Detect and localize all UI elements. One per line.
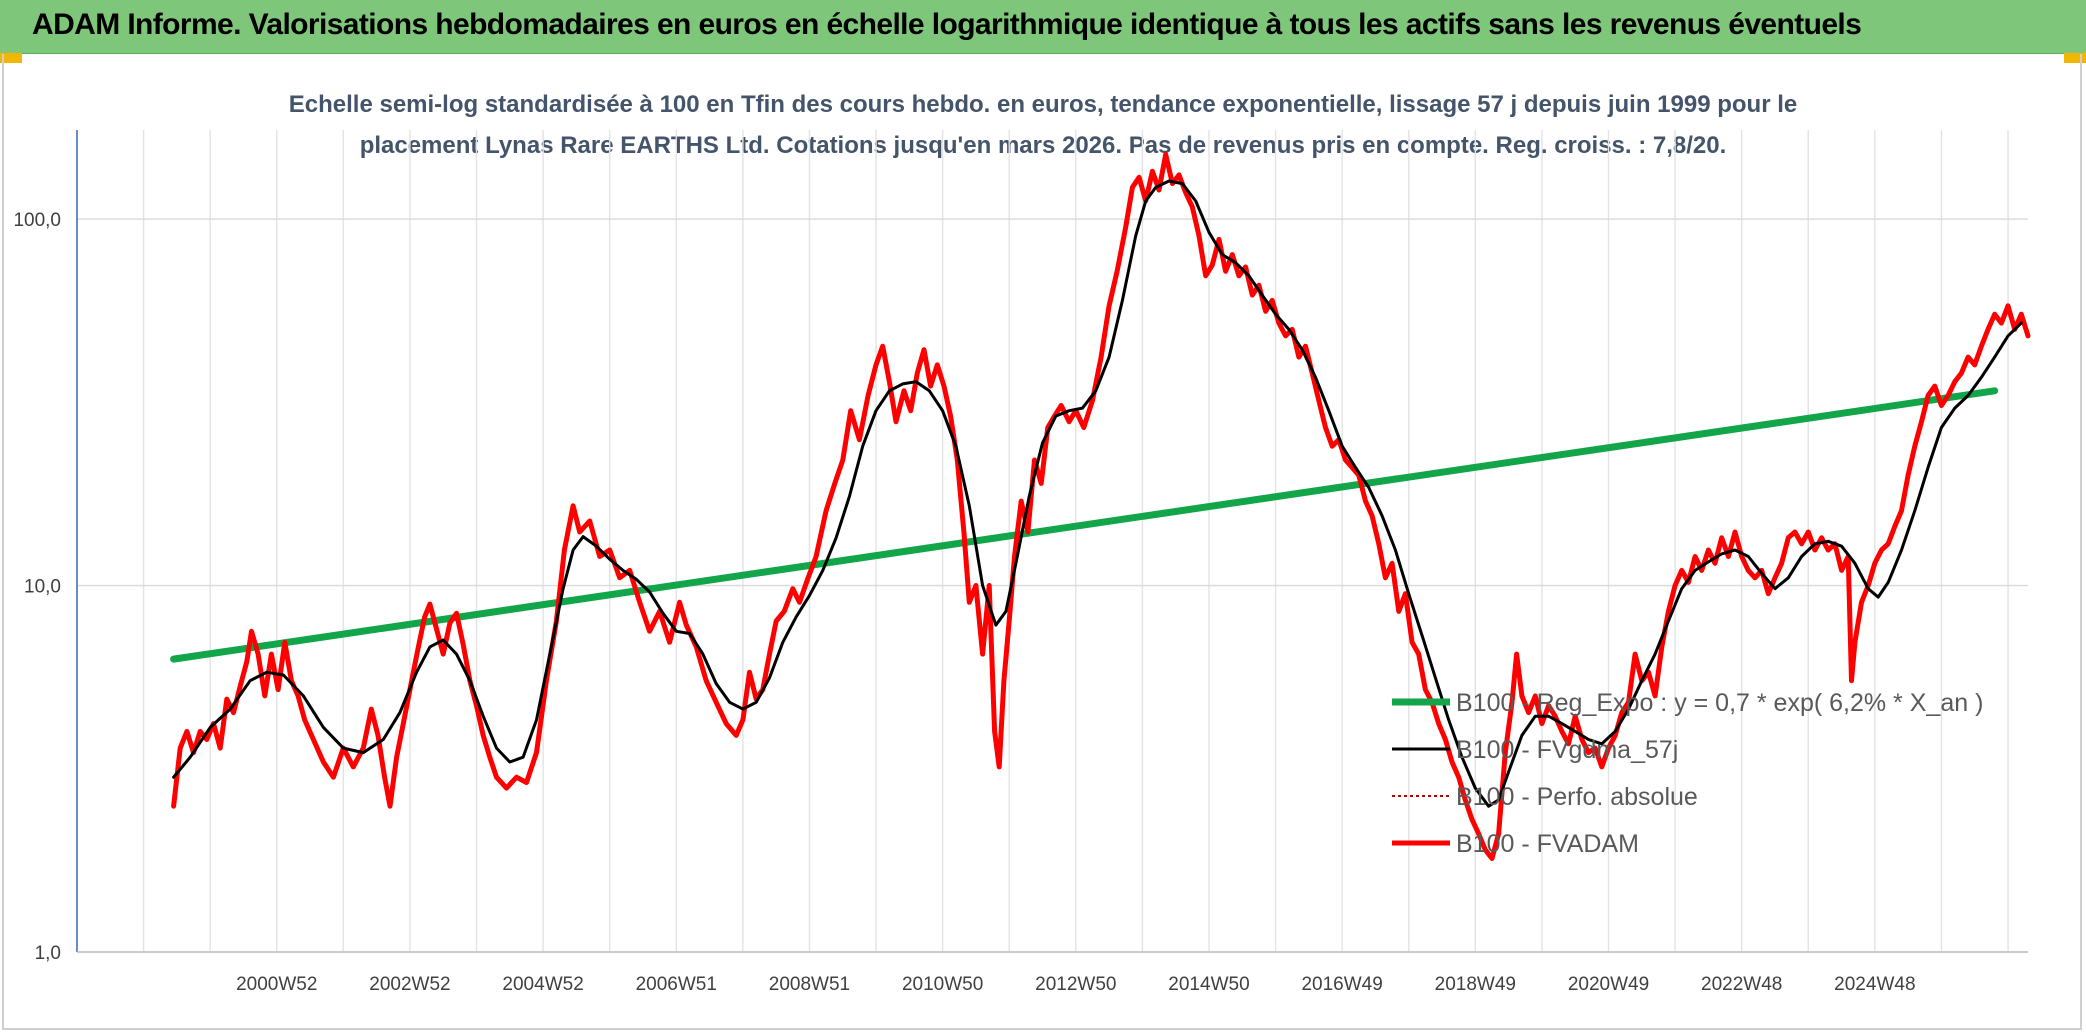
x-tick-label: 2022W48 [1701, 974, 1782, 995]
x-tick-label: 2010W50 [902, 974, 983, 995]
x-tick-label: 2012W50 [1035, 974, 1116, 995]
chart-frame [2, 54, 2082, 1030]
series-layer [170, 152, 2031, 861]
series-fvadam-line [171, 152, 2031, 861]
legend-label: B100 - FVgdma_57j [1456, 736, 1678, 764]
chart-title: Echelle semi-log standardisée à 100 en T… [289, 91, 1797, 118]
x-tick-label: 2002W52 [369, 974, 450, 995]
x-tick-label: 2014W50 [1168, 974, 1249, 995]
series-smoothed-line [172, 179, 2023, 808]
x-tick-label: 2024W48 [1834, 974, 1915, 995]
x-tick-label: 2018W49 [1435, 974, 1516, 995]
y-tick-label: 1,0 [35, 943, 61, 964]
x-tick-label: 2006W51 [636, 974, 717, 995]
axes: 1,0 10,0 100,0 2000W52 2002W52 2004W52 2006W51… [13, 130, 2028, 995]
legend-label: B100 - FVADAM [1456, 830, 1639, 858]
y-tick-label: 100,0 [13, 210, 61, 231]
corner-marker-left [0, 53, 22, 63]
legend-label: B100 - Perfo. absolue [1456, 783, 1698, 811]
legend-label: B100 - Reg_Expo : y = 0,7 * exp( 6,2% * … [1456, 689, 1983, 717]
x-tick-label: 2008W51 [769, 974, 850, 995]
x-tick-label: 2000W52 [236, 974, 317, 995]
x-tick-label: 2004W52 [502, 974, 583, 995]
y-tick-label: 10,0 [24, 577, 61, 598]
legend: B100 - Reg_Expo : y = 0,7 * exp( 6,2% * … [1392, 689, 1983, 858]
series-regression-line [170, 387, 1999, 663]
report-title: ADAM Informe. Valorisations hebdomadaire… [32, 8, 1862, 41]
chart-subtitle: placement Lynas Rare EARTHS Ltd. Cotatio… [360, 132, 1727, 159]
x-tick-label: 2016W49 [1301, 974, 1382, 995]
corner-marker-right [2064, 53, 2086, 63]
report-banner: ADAM Informe. Valorisations hebdomadaire… [0, 0, 2086, 54]
x-tick-label: 2020W49 [1568, 974, 1649, 995]
